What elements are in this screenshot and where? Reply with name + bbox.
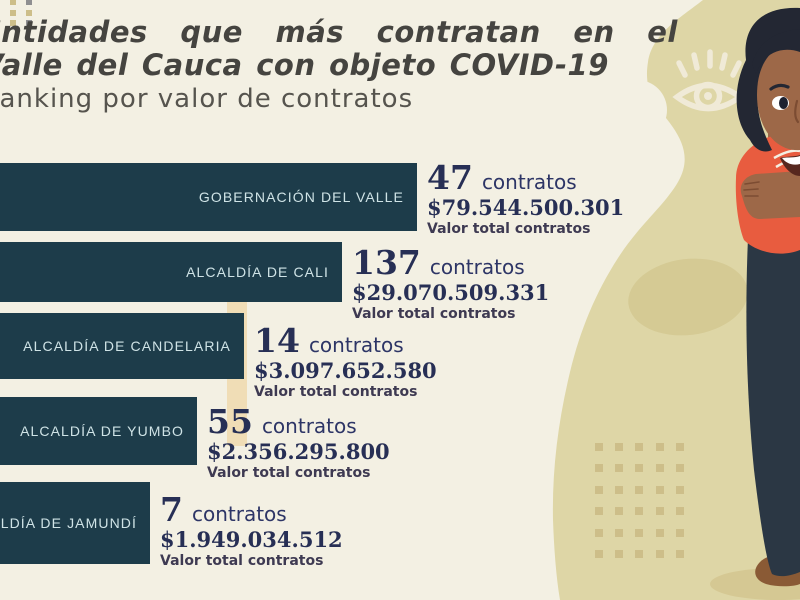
ranking-row-2: ALCALDÍA DE CALI 137 contratos $29.070.50…	[0, 242, 549, 323]
title-block: Entidades que más contratan en el Valle …	[0, 16, 678, 116]
contracts-word: contratos	[481, 170, 577, 194]
contract-value: $2.356.295.800	[207, 439, 390, 464]
face	[757, 42, 800, 151]
ranking-row-4: ALCALDÍA DE YUMBO 55 contratos $2.356.295…	[0, 397, 390, 482]
value-caption: Valor total contratos	[254, 384, 418, 400]
person-illustration	[735, 7, 800, 587]
value-caption: Valor total contratos	[427, 221, 591, 237]
title-line-2: Valle del Cauca con objeto COVID-19	[0, 48, 609, 82]
contract-count: 137	[352, 243, 421, 282]
contract-value: $79.544.500.301	[427, 195, 625, 220]
hair-fringe	[752, 29, 800, 74]
teeth	[782, 156, 800, 165]
bar-alcaldia-de-cali: ALCALDÍA DE CALI	[0, 242, 342, 302]
title-line-1: Entidades que más contratan en el	[0, 15, 678, 49]
contract-count: 55	[207, 402, 253, 441]
bar-info: 7 contratos $1.949.034.512 Valor total co…	[160, 490, 343, 570]
crossed-arms	[740, 171, 800, 219]
bar-info: 47 contratos $79.544.500.301 Valor total …	[427, 158, 625, 238]
squares-pattern-top-left	[10, 0, 32, 26]
value-caption: Valor total contratos	[207, 465, 371, 481]
subtitle: Ranking por valor de contratos	[0, 84, 414, 114]
tan-ellipse	[628, 258, 748, 336]
bar-gobernacion-del-valle: GOBERNACIÓN DEL VALLE	[0, 163, 417, 231]
contract-value: $1.949.034.512	[160, 527, 343, 552]
bar-info: 55 contratos $2.356.295.800 Valor total c…	[207, 402, 390, 482]
ranking-row-5: ALCALDÍA DE JAMUNDÍ 7 contratos $1.949.03…	[0, 482, 343, 570]
pants	[746, 238, 800, 577]
contracts-word: contratos	[191, 502, 287, 526]
bar-label: ALCALDÍA DE CANDELARIA	[23, 338, 231, 354]
bar-alcaldia-de-candelaria: ALCALDÍA DE CANDELARIA	[0, 313, 244, 379]
blob-notch	[607, 80, 667, 140]
contracts-word: contratos	[261, 414, 357, 438]
eyebrow	[769, 83, 790, 91]
contract-count: 14	[254, 321, 300, 360]
ranking-row-3: ALCALDÍA DE CANDELARIA 14 contratos $3.09…	[0, 313, 437, 401]
bar-alcaldia-de-yumbo: ALCALDÍA DE YUMBO	[0, 397, 197, 465]
bar-label: GOBERNACIÓN DEL VALLE	[198, 189, 404, 205]
value-caption: Valor total contratos	[160, 553, 324, 569]
bar-label: ALCALDÍA DE CALI	[186, 264, 329, 280]
bar-label: ALCALDÍA DE YUMBO	[20, 423, 184, 439]
bar-info: 14 contratos $3.097.652.580 Valor total c…	[254, 321, 437, 401]
contract-value: $3.097.652.580	[254, 358, 437, 383]
nose-line	[794, 99, 800, 124]
bar-alcaldia-de-jamundi: ALCALDÍA DE JAMUNDÍ	[0, 482, 150, 564]
bar-info: 137 contratos $29.070.509.331 Valor total…	[352, 243, 550, 323]
eye-pupil	[779, 97, 788, 109]
contract-count: 47	[427, 158, 473, 197]
contracts-word: contratos	[308, 333, 404, 357]
ranking-row-1: GOBERNACIÓN DEL VALLE 47 contratos $79.54…	[0, 158, 625, 238]
contract-value: $29.070.509.331	[352, 280, 550, 305]
value-caption: Valor total contratos	[352, 306, 516, 322]
contracts-word: contratos	[429, 255, 525, 279]
contract-count: 7	[160, 490, 183, 529]
squares-pattern-bottom-right	[595, 443, 684, 558]
bar-label: ALCALDÍA DE JAMUNDÍ	[0, 515, 137, 531]
